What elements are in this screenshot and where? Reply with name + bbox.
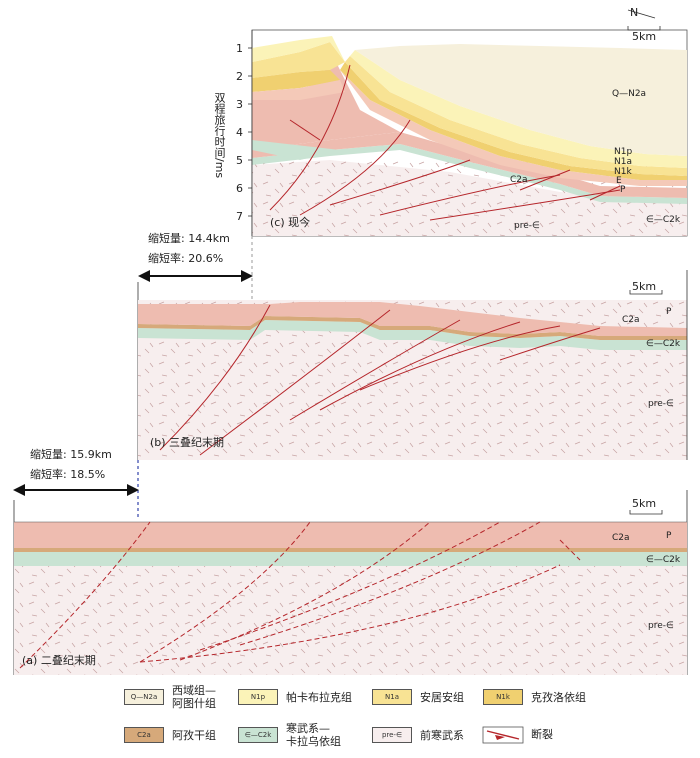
legend-label-fault: 断裂: [531, 728, 553, 741]
c-yaxis-title: 双程旅行时间/ms: [213, 92, 226, 179]
c-tick-5: 5: [236, 154, 243, 167]
north-arrow-label: N: [630, 6, 639, 19]
legend-swatch-n1a: N1a: [372, 689, 412, 705]
c-scale-label: 5km: [632, 30, 657, 43]
c-tick-6: 6: [236, 182, 243, 195]
b-pre-label: pre-∈: [648, 399, 674, 409]
c-e-label: E: [616, 176, 622, 186]
legend-swatch-q: Q—N2a: [124, 689, 164, 705]
legend-swatch-n1p: N1p: [238, 689, 278, 705]
a-p-label: P: [666, 531, 672, 541]
c-p-label: P: [620, 185, 626, 195]
legend-item-cambrian: ∈—C2k 寒武系— 卡拉乌依组: [238, 722, 341, 748]
c-n1p-layer: [350, 50, 687, 168]
c-n1a-layer: [345, 56, 687, 176]
c-n1p-label: N1p: [614, 147, 633, 157]
c-e-layer: [340, 70, 687, 186]
c-c2a-label: C2a: [510, 175, 528, 185]
legend-item-pre: pre-∈ 前寒武系: [372, 727, 464, 743]
shortening-arrow-2: [13, 484, 139, 496]
a-c2a-label: C2a: [612, 533, 630, 543]
b-cambrian-layer: [138, 320, 687, 350]
c-cambrian-layer: [252, 144, 687, 204]
panel-c-section: [248, 9, 688, 237]
shortening-2-amount: 缩短量: 15.9km: [30, 448, 112, 461]
legend-label-n1k: 克孜洛依组: [531, 690, 586, 704]
legend-label-n1p: 帕卡布拉克组: [286, 690, 352, 704]
legend-swatch-cambrian: ∈—C2k: [238, 727, 278, 743]
c-tick-3: 3: [236, 98, 243, 111]
legend-swatch-n1k: N1k: [483, 689, 523, 705]
c-n1a-label: N1a: [614, 157, 632, 167]
legend-label-pre: 前寒武系: [420, 728, 464, 742]
b-cam-label: ∈—C2k: [646, 339, 681, 349]
legend-item-n1p: N1p 帕卡布拉克组: [238, 689, 352, 705]
legend-swatch-pre: pre-∈: [372, 727, 412, 743]
legend-item-n1a: N1a 安居安组: [372, 689, 464, 705]
c-q-layer: [355, 44, 687, 156]
a-cambrian-layer: [14, 552, 687, 566]
a-caption: (a) 二叠纪末期: [22, 654, 96, 667]
shortening-arrow-1: [138, 270, 253, 282]
a-cam-label: ∈—C2k: [646, 555, 681, 565]
a-permian-layer: [14, 522, 687, 548]
b-scale-label: 5km: [632, 280, 657, 293]
c-permian-layer: [252, 132, 687, 198]
c-n1k-layer: [340, 62, 687, 180]
c-cam-label: ∈—C2k: [646, 215, 681, 225]
c-q-label: Q—N2a: [612, 89, 647, 99]
a-scale-label: 5km: [632, 497, 657, 510]
c-caption: (c) 现今: [270, 216, 311, 229]
shortening-2-rate: 缩短率: 18.5%: [30, 468, 106, 481]
fault-legend-symbol: [482, 726, 524, 744]
panel-b-section: [137, 270, 688, 460]
c-tick-2: 2: [236, 70, 243, 83]
c-thrust-sheet: [252, 60, 400, 150]
c-tick-7: 7: [236, 210, 243, 223]
c-pre-label: pre-∈: [514, 221, 540, 231]
legend-item-n1k: N1k 克孜洛依组: [483, 689, 586, 705]
legend-item-q: Q—N2a 西域组— 阿图什组: [124, 684, 216, 710]
c-tick-1: 1: [236, 42, 243, 55]
a-pre-label: pre-∈: [648, 621, 674, 631]
b-c2a-label: C2a: [622, 315, 640, 325]
c-n1k-label: N1k: [614, 167, 632, 177]
legend-label-c2a: 阿孜干组: [172, 728, 216, 742]
legend-label-cambrian: 寒武系— 卡拉乌依组: [286, 722, 341, 748]
b-caption: (b) 三叠纪末期: [150, 436, 225, 449]
shortening-1-amount: 缩短量: 14.4km: [148, 232, 230, 245]
legend-item-c2a: C2a 阿孜干组: [124, 727, 216, 743]
c-tick-4: 4: [236, 126, 243, 139]
legend-swatch-c2a: C2a: [124, 727, 164, 743]
shortening-1-rate: 缩短率: 20.6%: [148, 252, 224, 265]
panel-a-section: [13, 490, 688, 675]
b-p-label: P: [666, 307, 672, 317]
legend-label-n1a: 安居安组: [420, 690, 464, 704]
legend-label-q: 西域组— 阿图什组: [172, 684, 216, 710]
